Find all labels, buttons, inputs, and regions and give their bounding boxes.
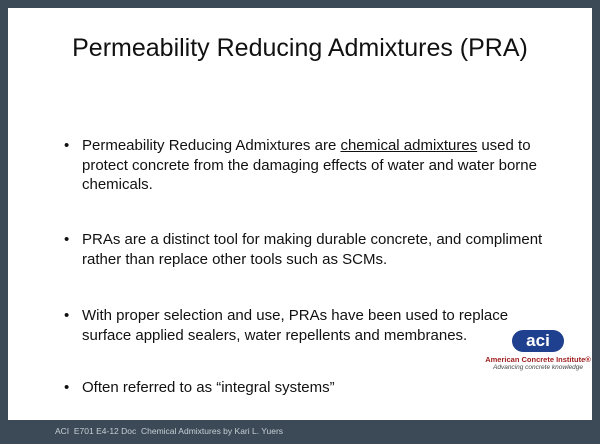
text: With proper selection and use, PRAs have… — [82, 307, 509, 344]
slide-title: Permeability Reducing Admixtures (PRA) — [72, 34, 528, 62]
underlined-text: chemical admixtures — [340, 137, 478, 154]
logo-mark: aci — [512, 330, 564, 352]
logo-tagline: Advancing concrete knowledge — [493, 364, 583, 371]
text: Often referred to as “integral systems” — [82, 379, 335, 396]
text: used to protect concrete from the damagi… — [82, 137, 537, 193]
bullet: PRAs are a distinct tool for making dura… — [64, 230, 560, 269]
bullet: Often referred to as “integral systems” — [64, 378, 560, 398]
slide: Permeability Reducing Admixtures (PRA) P… — [8, 8, 592, 420]
text: Permeability Reducing Admixtures are — [82, 137, 341, 154]
bullet: Permeability Reducing Admixtures are che… — [64, 136, 560, 195]
logo: aci American Concrete Institute® Advanci… — [483, 330, 593, 371]
logo-name: American Concrete Institute® — [485, 355, 591, 364]
text: PRAs are a distinct tool for making dura… — [82, 231, 543, 268]
bullet: With proper selection and use, PRAs have… — [64, 306, 560, 345]
footer: ACI E701 E4-12 Doc Chemical Admixtures b… — [55, 426, 284, 436]
